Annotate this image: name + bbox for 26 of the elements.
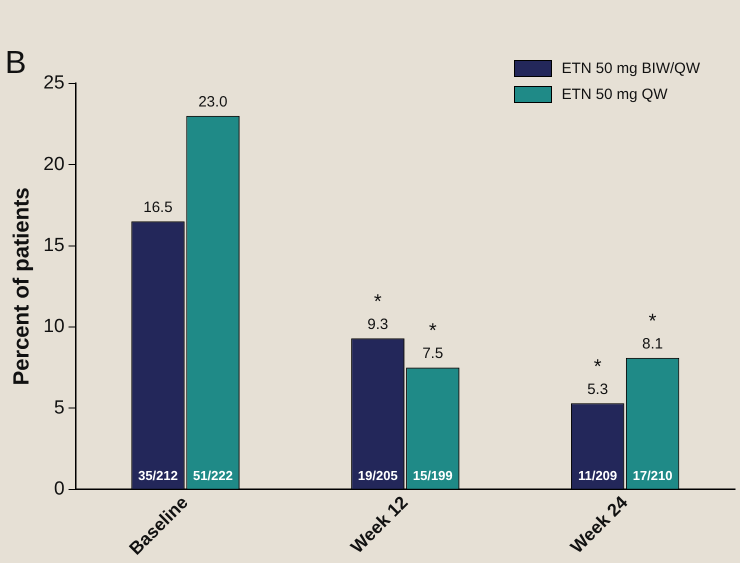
y-axis-title: Percent of patients: [8, 187, 34, 386]
y-tick-label: 15: [43, 235, 65, 256]
y-tick-label: 25: [43, 72, 65, 94]
annotation: 11/209: [578, 468, 618, 483]
data-label: 23.0: [198, 94, 228, 111]
annotation: 15/199: [412, 468, 453, 483]
data-label: 9.3: [367, 316, 388, 333]
data-label: 5.3: [587, 380, 608, 398]
y-tick-label: 0: [54, 478, 65, 500]
data-label: 8.1: [642, 335, 663, 352]
annotation: *: [594, 356, 602, 378]
y-tick-label: 5: [54, 397, 65, 418]
data-label: 16.5: [143, 199, 173, 216]
annotation: 19/205: [358, 468, 398, 483]
annotation: *: [648, 310, 657, 332]
annotation: 35/212: [138, 468, 178, 483]
data-label: 7.5: [422, 345, 444, 362]
annotation: *: [428, 320, 437, 342]
y-tick-label: 10: [43, 316, 65, 338]
annotation: 17/210: [632, 468, 672, 483]
annotation: *: [374, 290, 382, 313]
annotation: 51/222: [193, 468, 233, 483]
y-tick-label: 20: [43, 154, 65, 175]
chart-title: B: [5, 44, 26, 80]
legend-label: ETN 50 mg QW: [562, 86, 668, 103]
legend-label: ETN 50 mg BIW/QW: [562, 60, 700, 77]
